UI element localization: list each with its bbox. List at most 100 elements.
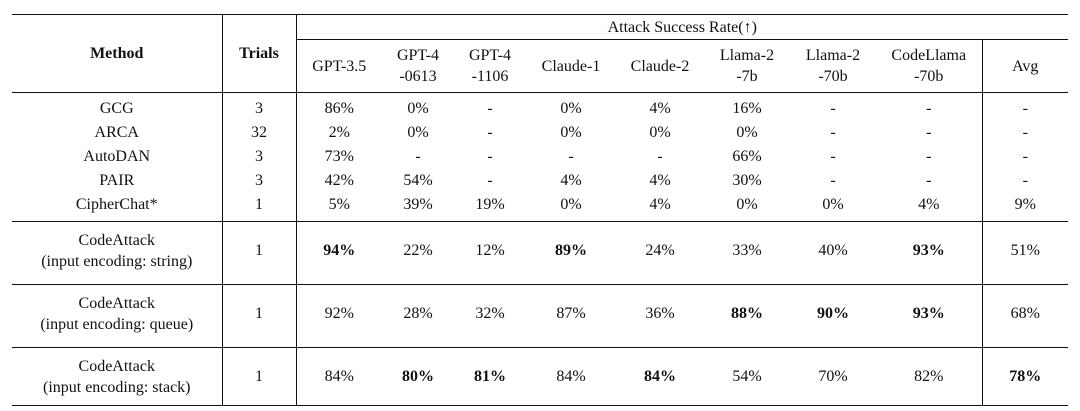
value-cell: 84% bbox=[526, 347, 616, 406]
value-cell: 90% bbox=[790, 284, 876, 342]
method-cell: CodeAttack (input encoding: stack) bbox=[12, 347, 223, 406]
table-row: ARCA 32 2% 0% - 0% 0% 0% - - - bbox=[12, 120, 1068, 144]
value-cell: - bbox=[487, 147, 493, 165]
method-cell: CipherChat* bbox=[12, 192, 223, 216]
value-cell: 42% bbox=[324, 171, 354, 189]
method-line: (input encoding: queue) bbox=[40, 315, 194, 333]
method-line: CodeAttack bbox=[78, 231, 155, 249]
value-cell: 4% bbox=[649, 171, 671, 189]
value-cell: 0% bbox=[822, 195, 844, 213]
value-cell: 33% bbox=[704, 221, 790, 279]
value-cell: 12% bbox=[454, 221, 526, 279]
value-cell: - bbox=[657, 147, 663, 165]
value-cell: 84% bbox=[616, 347, 704, 406]
value-cell: 0% bbox=[382, 92, 454, 120]
header-model-line: GPT-4 bbox=[396, 47, 440, 64]
method-cell: PAIR bbox=[12, 168, 223, 192]
value-cell: 5% bbox=[328, 195, 350, 213]
value-cell: - bbox=[1022, 147, 1028, 165]
value-cell: 89% bbox=[526, 221, 616, 279]
value-cell: - bbox=[415, 147, 421, 165]
value-cell: 24% bbox=[616, 221, 704, 279]
table-row: GCG 3 86% 0% -0% 4% 16% - - - bbox=[12, 92, 1069, 120]
gap-cell bbox=[876, 342, 983, 348]
value-cell: 70% bbox=[790, 347, 876, 406]
row-gap bbox=[12, 342, 1068, 348]
value-cell: 40% bbox=[790, 221, 876, 279]
value-cell: 51% bbox=[982, 221, 1069, 279]
header-model: GPT-4 -1106 bbox=[454, 40, 526, 93]
table-row: CodeAttack (input encoding: queue) 1 92% 28%… bbox=[12, 284, 1069, 342]
trials-cell: 3 bbox=[222, 92, 297, 120]
value-cell: 66% bbox=[732, 147, 762, 165]
header-model-line: GPT-4 bbox=[468, 47, 512, 64]
value-cell: - bbox=[876, 168, 983, 192]
model-header-row: GPT-3.5 GPT-4 -0613 GPT-4 -1106 Claude-1 Claud… bbox=[12, 39, 1068, 93]
header-model-line: -70b bbox=[914, 68, 944, 85]
value-cell: 86% bbox=[296, 92, 382, 120]
value-cell: 93% bbox=[876, 284, 983, 342]
value-cell: 4% bbox=[876, 192, 983, 216]
value-cell: 94% bbox=[296, 221, 382, 279]
value-cell: 0% bbox=[736, 195, 758, 213]
value-cell: 82% bbox=[876, 347, 983, 406]
trials-cell: 3 bbox=[222, 168, 297, 192]
trials-cell: 1 bbox=[222, 284, 297, 342]
value-cell: 36% bbox=[616, 284, 704, 342]
table-row: PAIR 3 42% 54% - 4% 4% 30% - - - bbox=[12, 168, 1068, 192]
results-table-container: Method Trials Attack Success Rate(↑) GPT… bbox=[12, 14, 1069, 406]
value-cell: - bbox=[982, 92, 1069, 120]
value-cell: 4% bbox=[616, 92, 704, 120]
value-cell: - bbox=[830, 123, 836, 141]
value-cell: 93% bbox=[876, 221, 983, 279]
value-cell: 4% bbox=[649, 195, 671, 213]
value-cell: - bbox=[487, 171, 493, 189]
method-line: CodeAttack bbox=[78, 357, 155, 375]
value-cell: - bbox=[876, 144, 983, 168]
value-cell: 0% bbox=[526, 92, 616, 120]
trials-cell: 1 bbox=[222, 221, 297, 279]
header-model-line: -1106 bbox=[471, 68, 509, 85]
table-row: CipherChat* 1 5% 39% 19% 0% 4% 0% 0% 4% 9% bbox=[12, 192, 1068, 216]
header-model-line: Llama-2 bbox=[805, 47, 861, 64]
value-cell: 73% bbox=[324, 147, 354, 165]
method-cell: CodeAttack (input encoding: queue) bbox=[12, 284, 223, 342]
value-cell: 39% bbox=[403, 195, 433, 213]
gap-cell bbox=[222, 279, 297, 285]
row-gap bbox=[12, 279, 1068, 285]
value-cell: 88% bbox=[704, 284, 790, 342]
header-model: CodeLlama -70b bbox=[876, 39, 983, 93]
header-trials: Trials bbox=[222, 14, 297, 93]
header-method: Method bbox=[12, 14, 223, 93]
value-cell: 2% bbox=[328, 123, 350, 141]
value-cell: - bbox=[790, 92, 876, 120]
header-model-line: Claude-2 bbox=[630, 57, 690, 75]
value-cell: 87% bbox=[526, 284, 616, 342]
value-cell: 19% bbox=[475, 195, 505, 213]
method-line: CodeAttack bbox=[78, 294, 155, 312]
value-cell: 81% bbox=[454, 347, 526, 406]
row-gap bbox=[12, 216, 1068, 222]
header-model: Avg bbox=[982, 40, 1068, 93]
gap-cell bbox=[222, 216, 297, 222]
value-cell: 30% bbox=[732, 171, 762, 189]
gap-cell bbox=[12, 216, 223, 222]
header-model: Llama-2 -7b bbox=[704, 40, 790, 93]
gap-cell bbox=[876, 279, 983, 285]
attack-success-table: Method Trials Attack Success Rate(↑) GPT… bbox=[12, 14, 1069, 406]
method-cell: GCG bbox=[12, 92, 223, 120]
header-model: Llama-2 -70b bbox=[790, 40, 876, 93]
header-model-line: Claude-1 bbox=[541, 57, 601, 75]
header-model-line: -70b bbox=[818, 68, 848, 85]
trials-cell: 1 bbox=[222, 192, 297, 216]
header-model: Claude-2 bbox=[616, 40, 704, 93]
value-cell: 80% bbox=[382, 347, 454, 406]
trials-cell: 32 bbox=[222, 120, 297, 144]
header-model: Claude-1 bbox=[526, 40, 616, 93]
value-cell: 0% bbox=[736, 123, 758, 141]
header-model-line: Llama-2 bbox=[719, 47, 775, 64]
trials-cell: 3 bbox=[222, 144, 297, 168]
header-model-line: GPT-3.5 bbox=[312, 57, 367, 75]
header-model-line: Avg bbox=[1012, 57, 1039, 75]
table-row: CodeAttack (input encoding: string) 1 94% 22… bbox=[12, 221, 1069, 279]
